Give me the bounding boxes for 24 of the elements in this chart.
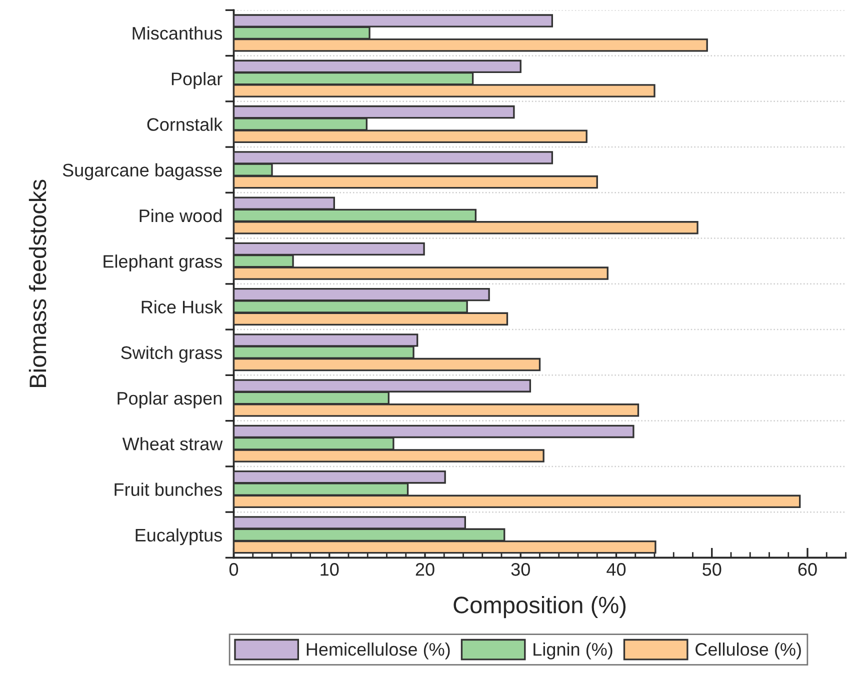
y-tick-label: Poplar aspen xyxy=(118,391,222,408)
y-tick-label: Cornstalk xyxy=(147,118,223,131)
y-axis-title: Biomass feedstocks xyxy=(28,180,46,387)
y-tick-label: Sugarcane bagasse xyxy=(62,163,222,180)
y-tick-label: Switch grass xyxy=(121,346,222,363)
x-tick-label: 0 xyxy=(229,563,238,576)
legend-label: Lignin (%) xyxy=(534,642,612,660)
y-tick-label: Pine wood xyxy=(140,208,222,222)
x-tick-label: 10 xyxy=(320,563,339,576)
y-tick-label: Miscanthus xyxy=(132,26,222,40)
y-tick-label: Eucalyptus xyxy=(136,528,222,546)
legend-label: Cellulose (%) xyxy=(696,642,801,660)
x-tick-label: 60 xyxy=(798,563,817,576)
x-tick-label: 20 xyxy=(416,563,434,576)
x-tick-label: 50 xyxy=(702,563,722,576)
x-tick-label: 40 xyxy=(606,563,626,576)
legend-label: Hemicellulose (%) xyxy=(306,642,450,660)
y-tick-label: Poplar xyxy=(172,72,222,89)
y-tick-label: Elephant grass xyxy=(104,254,222,272)
x-tick-label: 30 xyxy=(511,563,530,576)
y-tick-label: Rice Husk xyxy=(142,300,223,314)
y-tick-label: Wheat straw xyxy=(122,437,223,450)
y-tick-label: Fruit bunches xyxy=(114,482,222,496)
x-axis-title: Composition (%) xyxy=(454,596,626,618)
